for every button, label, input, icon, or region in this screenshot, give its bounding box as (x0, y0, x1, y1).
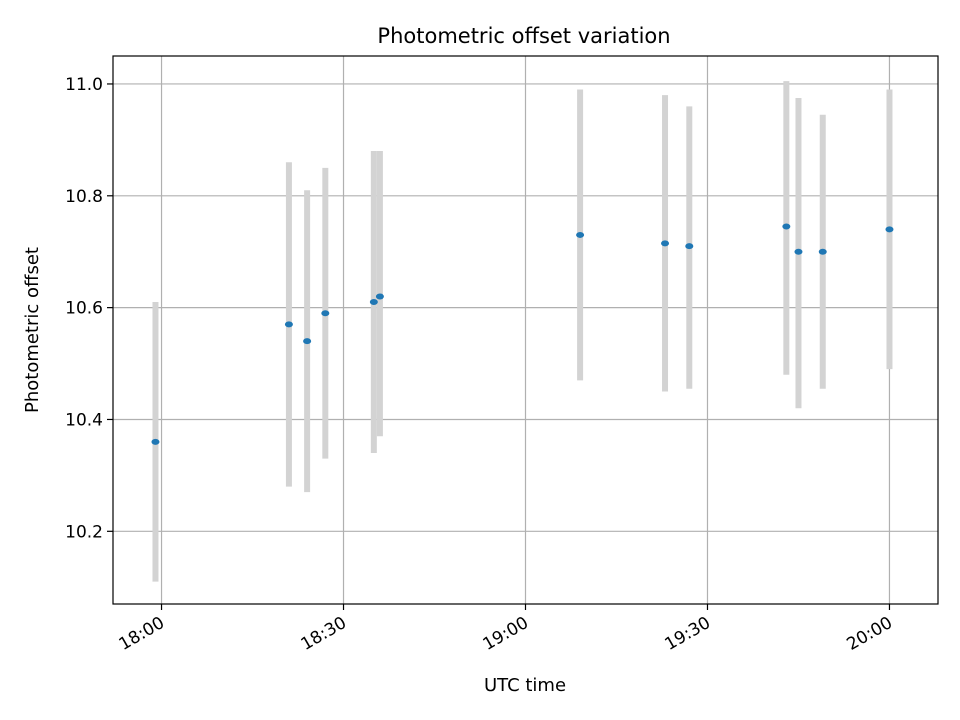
x-tick-label: 18:00 (116, 613, 168, 655)
data-point (885, 226, 894, 233)
data-point (369, 299, 378, 306)
data-point (321, 310, 330, 317)
plot-frame (112, 55, 939, 605)
data-point (794, 248, 803, 255)
data-point (151, 438, 160, 445)
data-point (576, 231, 585, 238)
y-tick-label: 10.8 (65, 187, 103, 207)
y-tick-label: 10.4 (65, 410, 103, 430)
y-axis-label: Photometric offset (22, 247, 43, 413)
y-tick-label: 10.6 (65, 299, 103, 319)
y-axis-ticks: 10.2 10.4 10.6 10.8 11.0 (65, 75, 113, 542)
data-point (375, 293, 384, 300)
grid (113, 56, 938, 604)
data-point (782, 223, 791, 230)
data-points (151, 223, 894, 445)
data-point (284, 321, 293, 328)
chart-title: Photometric offset variation (377, 24, 670, 48)
data-point (685, 243, 694, 250)
x-tick-label: 18:30 (298, 613, 350, 655)
y-tick-label: 10.2 (65, 522, 103, 542)
x-tick-label: 19:00 (480, 613, 532, 655)
x-tick-label: 19:30 (662, 613, 714, 655)
data-point (303, 338, 312, 345)
data-point (818, 248, 827, 255)
x-axis-ticks: 18:00 18:30 19:00 19:30 20:00 (116, 604, 896, 655)
x-axis-label: UTC time (484, 675, 566, 696)
x-tick-label: 20:00 (844, 613, 896, 655)
data-point (661, 240, 670, 247)
error-bars (152, 81, 893, 582)
y-tick-label: 11.0 (65, 75, 103, 95)
